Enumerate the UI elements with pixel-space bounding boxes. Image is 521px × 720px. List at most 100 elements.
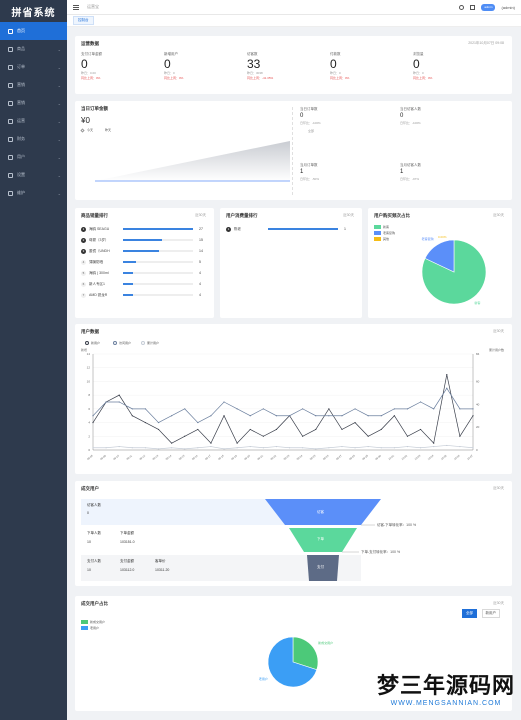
- series-point: [328, 415, 330, 417]
- stat-yesterday: 昨日：0.00: [81, 71, 96, 75]
- line-legend-item[interactable]: 访问用户: [113, 341, 131, 345]
- breadcrumb[interactable]: 运营宝: [87, 4, 99, 9]
- stat-yesterday: 昨日：0: [164, 71, 175, 75]
- series-point: [288, 415, 291, 417]
- menu-icon: [8, 82, 13, 88]
- sidebar-item-7[interactable]: 用户 ⌄: [0, 148, 67, 166]
- filter-all-button[interactable]: 全部: [462, 609, 477, 618]
- series-point: [380, 415, 382, 417]
- y-tick-label: 0: [88, 448, 90, 452]
- series-point: [354, 421, 356, 424]
- y2-tick-label: 20: [476, 425, 480, 429]
- menu-icon: [8, 118, 13, 124]
- series-point: [288, 447, 291, 449]
- sidebar-item-8[interactable]: 设置 ⌄: [0, 166, 67, 184]
- series-point: [367, 415, 369, 417]
- series-point: [223, 448, 225, 450]
- series-point: [210, 415, 212, 417]
- tab-console[interactable]: 控制台: [73, 16, 94, 25]
- today-stat: 当日订单数 0 日环比：-100% 全部: [300, 107, 321, 134]
- series-point: [131, 415, 133, 417]
- user-name[interactable]: (admin): [501, 4, 515, 10]
- series-point: [171, 447, 173, 449]
- series-point: [354, 408, 356, 410]
- sidebar-item-3[interactable]: 营销 ⌄: [0, 76, 67, 94]
- today-stat-compare: 日环比：-100%: [300, 121, 321, 125]
- line-legend-item[interactable]: 累计用户: [141, 341, 159, 345]
- today-stat: 当月订单数 1 日环比：-50%: [300, 163, 319, 182]
- user-ratio-range[interactable]: 近30天: [493, 213, 504, 217]
- rank-number: 2: [81, 237, 86, 243]
- rank-bar: [123, 228, 193, 230]
- rank-bar-fill: [123, 261, 136, 263]
- series-point: [459, 445, 461, 448]
- sidebar-item-2[interactable]: 订单 ⌄: [0, 58, 67, 76]
- x-tick-label: 10-02: [400, 453, 408, 461]
- sidebar-item-0[interactable]: 首页: [0, 22, 67, 40]
- stat-label: 访客数: [247, 52, 258, 56]
- x-tick-label: 09-30: [374, 453, 382, 461]
- legend-dot-icon: [85, 341, 89, 345]
- legend-swatch: [374, 237, 381, 241]
- conversion-card: 成交用户 近30天 访客人数 0 下单人数 10 下单金额 103151.0 支…: [75, 481, 512, 586]
- series-point: [315, 448, 317, 450]
- rank-row: 3 墨镜（UNDH 14: [81, 246, 211, 256]
- menu-toggle-icon[interactable]: [73, 4, 79, 10]
- user-rank-range[interactable]: 近30天: [343, 213, 354, 217]
- fullscreen-icon[interactable]: [470, 4, 476, 10]
- x-tick-label: 09-18: [217, 453, 225, 461]
- user-ratio-title: 用户购买频次占比: [374, 213, 410, 218]
- series-point: [341, 415, 343, 417]
- overview-stat: 支付订单金额 0 昨日：0.00 同比上周：0%: [81, 52, 102, 81]
- today-stat-label: 当月订单数: [300, 163, 318, 167]
- sidebar-item-6[interactable]: 财务 ⌄: [0, 130, 67, 148]
- menu-icon: [8, 172, 13, 178]
- series-point: [275, 445, 278, 448]
- sidebar-item-4[interactable]: 营销 ⌄: [0, 94, 67, 112]
- sidebar-item-5[interactable]: 运营 ⌄: [0, 112, 67, 130]
- rank-bar-fill: [123, 272, 134, 274]
- series-point: [406, 435, 409, 437]
- conversion-range[interactable]: 近30天: [493, 486, 504, 490]
- y-tick-label: 12: [87, 366, 91, 370]
- avatar[interactable]: admin: [481, 3, 496, 11]
- today-stat-label: 当日访客人数: [400, 107, 421, 111]
- today-stat-compare: 日环比：-50%: [300, 177, 320, 181]
- x-tick-label: 09-16: [191, 453, 199, 461]
- search-icon[interactable]: [459, 4, 465, 10]
- stat-value: 33: [247, 57, 261, 71]
- stat-value: 0: [330, 57, 337, 71]
- today-stat-extra[interactable]: 全部: [308, 129, 315, 133]
- deal-slice: [267, 636, 318, 688]
- ratio-legend-item[interactable]: 老客复购: [374, 231, 395, 235]
- x-tick-label: 09-20: [243, 453, 251, 461]
- deal-ratio-card: 成交用户占比 近30天 全部 新用户 新成交用户 老用户 新成交用户 老用户: [75, 596, 512, 711]
- filter-new-button[interactable]: 新用户: [481, 609, 500, 618]
- legend-today[interactable]: 今天: [80, 127, 93, 133]
- deal-legend-item[interactable]: 老用户: [81, 626, 99, 630]
- sidebar-item-9[interactable]: 维护 ⌄: [0, 184, 67, 202]
- series-point: [315, 428, 317, 431]
- y2-tick-label: 40: [476, 402, 480, 406]
- goods-rank-range[interactable]: 近30天: [195, 213, 206, 217]
- deal-ratio-range[interactable]: 近30天: [493, 601, 504, 605]
- series-point: [262, 447, 264, 449]
- x-tick-label: 09-25: [309, 453, 317, 461]
- stat-label: 浏览量: [413, 52, 424, 56]
- deal-ratio-title: 成交用户占比: [81, 601, 108, 606]
- series-point: [275, 428, 278, 431]
- line-legend-item[interactable]: 新用户: [85, 341, 100, 345]
- x-tick-label: 09-21: [256, 453, 264, 461]
- series-point: [446, 387, 448, 389]
- ratio-legend-item[interactable]: 新客: [374, 225, 389, 229]
- deal-legend-item[interactable]: 新成交用户: [81, 620, 105, 624]
- y-tick-label: 6: [88, 407, 90, 411]
- user-data-range[interactable]: 近30天: [493, 329, 504, 333]
- ratio-legend-item[interactable]: 其他: [374, 237, 389, 241]
- sidebar-item-1[interactable]: 商品 ⌄: [0, 40, 67, 58]
- today-stat-label: 当日订单数: [300, 107, 318, 111]
- series-point: [157, 428, 160, 431]
- rank-name: 墨镜（UNDH: [89, 248, 110, 253]
- legend-yesterday[interactable]: 昨天: [105, 128, 111, 132]
- menu-icon: [8, 28, 13, 34]
